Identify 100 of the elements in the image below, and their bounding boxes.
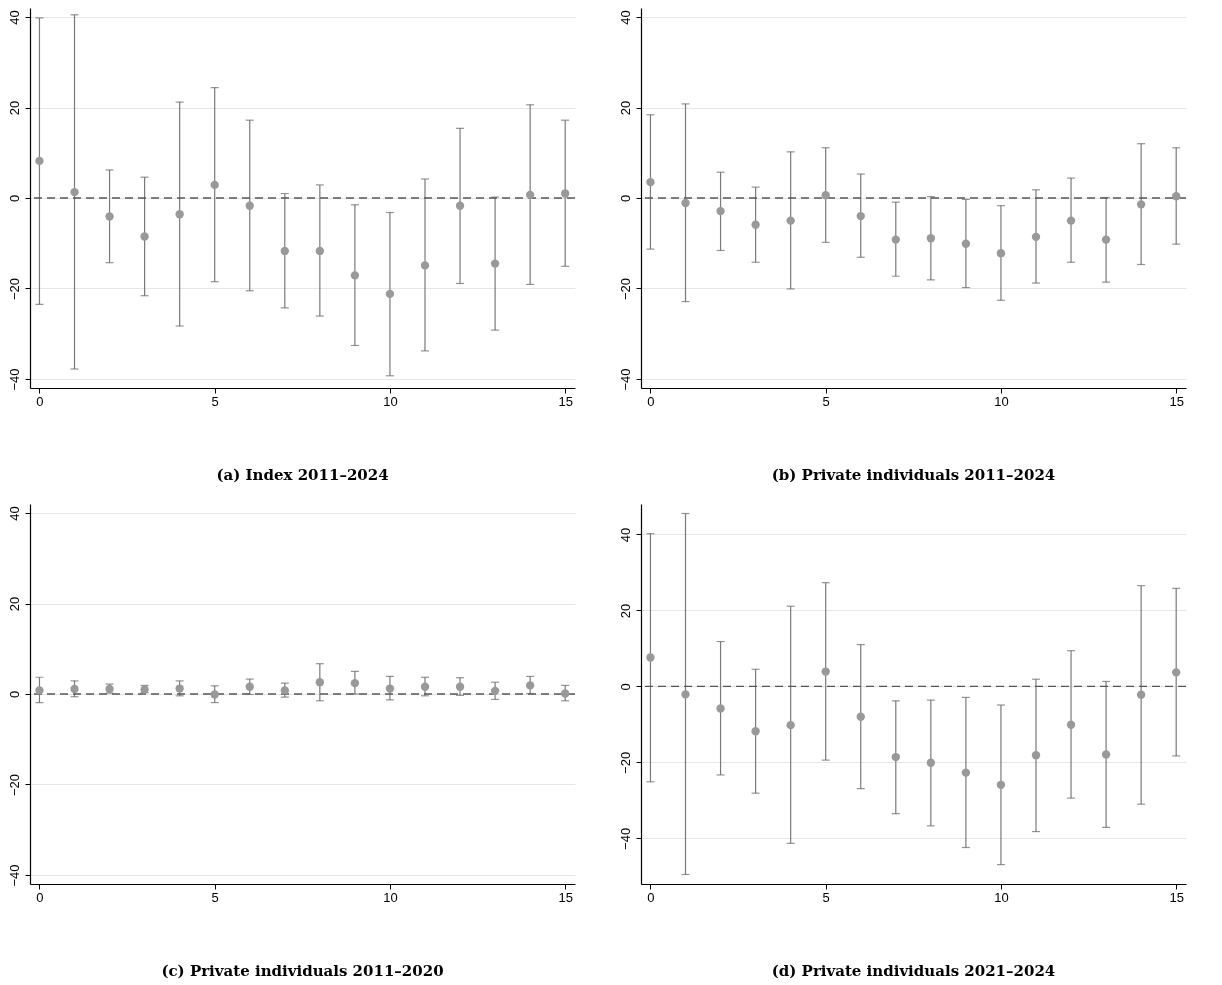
point xyxy=(175,210,184,219)
y-tick-label: −20 xyxy=(617,751,633,774)
point xyxy=(786,720,795,730)
point xyxy=(1136,200,1146,209)
point xyxy=(70,684,79,694)
point xyxy=(280,686,289,695)
x-tick-label: 10 xyxy=(383,889,398,905)
x-tick-label: 0 xyxy=(647,393,655,409)
point xyxy=(961,768,971,777)
point xyxy=(891,235,900,244)
x-tick-label: 10 xyxy=(383,393,398,409)
point xyxy=(105,212,114,221)
x-tick-label: 0 xyxy=(36,393,44,409)
point xyxy=(996,249,1006,258)
y-tick-label: 40 xyxy=(617,527,633,543)
point xyxy=(490,686,500,696)
y-tick-label: −20 xyxy=(6,773,22,797)
x-tick-label: 10 xyxy=(994,393,1009,409)
point xyxy=(1172,668,1181,677)
point xyxy=(175,684,184,693)
point xyxy=(891,752,900,762)
point xyxy=(561,189,570,198)
y-tick-label: 20 xyxy=(617,100,633,116)
y-tick-label: 20 xyxy=(6,100,22,116)
y-tick-label: −40 xyxy=(617,827,633,850)
point xyxy=(1172,192,1181,201)
point xyxy=(1031,232,1041,242)
point xyxy=(210,690,219,699)
y-tick-label: −40 xyxy=(617,368,633,391)
y-tick-label: 0 xyxy=(6,690,22,699)
point xyxy=(525,190,535,200)
x-tick-label: 10 xyxy=(994,889,1009,905)
point xyxy=(350,271,360,280)
point xyxy=(856,211,865,221)
point xyxy=(751,220,760,229)
point xyxy=(996,780,1006,789)
x-tick-label: 15 xyxy=(1169,889,1184,905)
y-tick-label: −40 xyxy=(6,864,22,887)
y-tick-label: 20 xyxy=(617,603,633,619)
y-tick-label: 40 xyxy=(617,10,633,25)
y-tick-label: −20 xyxy=(6,277,22,301)
text: (c) Private individuals 2011–2020 xyxy=(161,962,444,980)
y-tick-label: 0 xyxy=(6,194,22,203)
point xyxy=(716,704,725,713)
point xyxy=(525,681,535,690)
point xyxy=(385,289,395,299)
text: (b) Private individuals 2011–2024 xyxy=(771,466,1056,484)
point xyxy=(681,690,690,699)
x-tick-label: 0 xyxy=(647,889,655,905)
point xyxy=(385,684,395,693)
point xyxy=(140,232,149,241)
point xyxy=(561,689,570,698)
x-tick-label: 5 xyxy=(822,393,830,409)
point xyxy=(926,758,936,767)
y-tick-label: 0 xyxy=(617,194,633,203)
point xyxy=(280,246,289,256)
point xyxy=(961,239,971,248)
point xyxy=(35,686,44,695)
point xyxy=(926,234,936,243)
x-tick-label: 5 xyxy=(822,889,830,905)
point xyxy=(1101,235,1111,244)
text: (a) Index 2011–2024 xyxy=(216,466,389,484)
point xyxy=(35,156,44,166)
point xyxy=(350,678,360,688)
y-tick-label: 40 xyxy=(6,506,22,521)
point xyxy=(420,261,430,270)
point xyxy=(420,682,430,691)
point xyxy=(751,727,760,736)
point xyxy=(210,180,219,190)
y-tick-label: 20 xyxy=(6,596,22,612)
y-tick-label: −20 xyxy=(617,277,633,301)
point xyxy=(1031,751,1041,760)
point xyxy=(716,206,725,216)
y-tick-label: −40 xyxy=(6,368,22,391)
y-tick-label: 40 xyxy=(6,10,22,25)
point xyxy=(1101,750,1111,759)
text: (d) Private individuals 2021–2024 xyxy=(771,962,1056,980)
x-tick-label: 5 xyxy=(211,393,219,409)
x-tick-label: 5 xyxy=(211,889,219,905)
point xyxy=(1066,720,1076,729)
x-tick-label: 15 xyxy=(558,889,573,905)
point xyxy=(821,667,830,676)
point xyxy=(856,712,865,721)
point xyxy=(1066,216,1076,225)
point xyxy=(70,187,79,197)
point xyxy=(1136,690,1146,699)
point xyxy=(490,259,500,268)
point xyxy=(245,682,254,691)
y-tick-label: 0 xyxy=(617,683,633,691)
x-tick-label: 15 xyxy=(558,393,573,409)
point xyxy=(245,201,254,210)
point xyxy=(786,216,795,225)
point xyxy=(455,682,465,691)
point xyxy=(681,198,690,208)
point xyxy=(646,177,655,187)
point xyxy=(821,191,830,200)
point xyxy=(315,678,325,687)
point xyxy=(455,201,465,210)
point xyxy=(315,246,325,256)
x-tick-label: 0 xyxy=(36,889,44,905)
